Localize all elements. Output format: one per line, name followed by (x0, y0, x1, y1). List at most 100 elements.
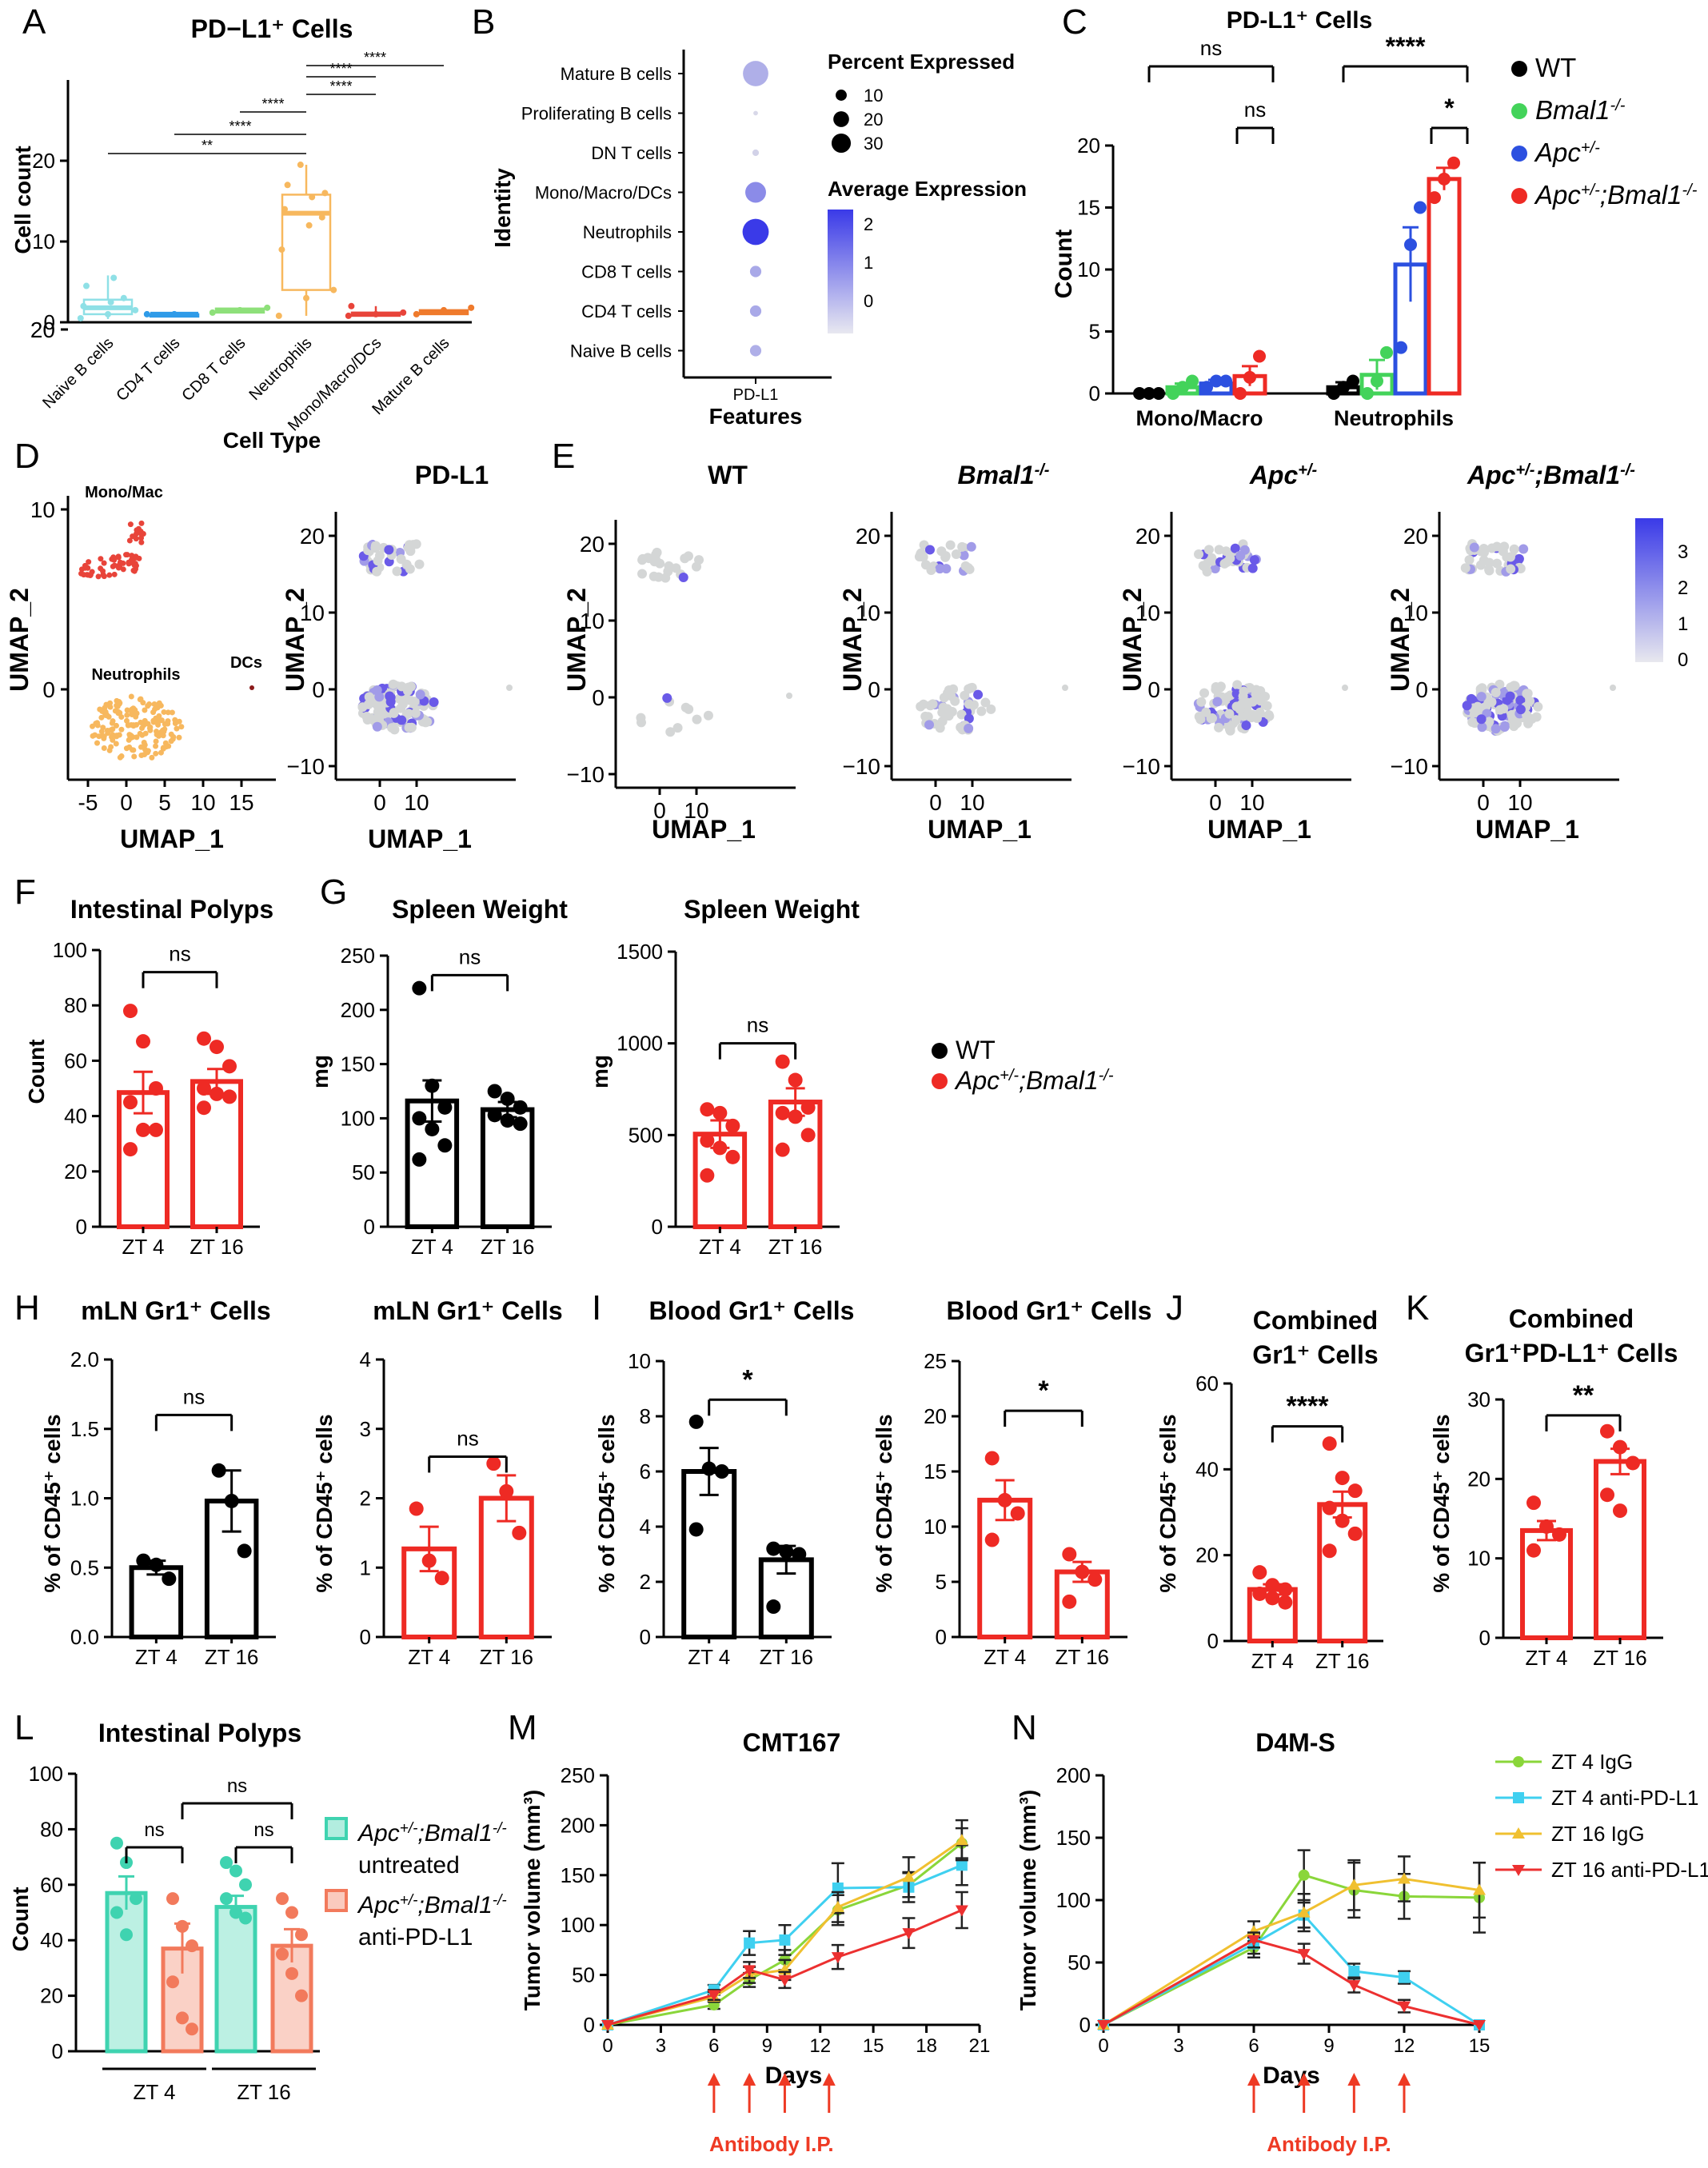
chart-C-legend-marker (1511, 188, 1527, 204)
chart-E1-y-tick-label: 20 (580, 532, 605, 557)
chart-E4-cell-point (1499, 722, 1510, 733)
chart-G2-y-tick-label: 1500 (617, 940, 663, 964)
chart-E2-cell-point (937, 716, 948, 726)
chart-H1-y-tick-label: 0.5 (70, 1555, 99, 1579)
chart-D1-x-tick-label: 0 (120, 790, 133, 815)
chart-B-row-label: Neutrophils (583, 222, 672, 242)
chart-C-x-tick-label: Neutrophils (1334, 406, 1454, 430)
chart-E1-cell-point (680, 553, 690, 564)
chart-M-arrow-head (822, 2073, 836, 2086)
legend-FG-label: Apc+/-;Bmal1-/- (954, 1066, 1114, 1095)
chart-N-arrow-head (1347, 2073, 1361, 2086)
chart-D1-neutrophil-point (130, 747, 137, 753)
chart-D1-neutrophil-point (130, 705, 137, 712)
chart-N-x-tick-label: 12 (1394, 2035, 1415, 2057)
chart-G1-x-tick-label: ZT 16 (481, 1235, 534, 1259)
chart-E4-x-tick-label: 0 (1477, 790, 1490, 815)
chart-L-point (220, 1892, 233, 1906)
chart-M-x-tick-label: 6 (708, 2035, 719, 2057)
chart-G2-point (700, 1168, 715, 1183)
chart-A-point (303, 294, 309, 301)
chart-D1-neutrophil-point (149, 754, 155, 761)
chart-D1-neutrophil-point (145, 721, 151, 727)
legend-FG-label-part: ;Bmal1 (1019, 1066, 1099, 1095)
chart-B-row-label: Naive B cells (570, 341, 672, 361)
chart-G2-point (775, 1142, 790, 1157)
chart-E1-cell-point (672, 723, 683, 733)
chart-M-x-tick-label: 21 (969, 2035, 991, 2057)
chart-L-legend-sublabel: anti-PD-L1 (358, 1924, 473, 1950)
legend-FG-marker (932, 1073, 948, 1089)
chart-M-y-tick-label: 150 (561, 1863, 595, 1887)
chart-L-point (186, 2022, 198, 2036)
chart-G2-point (775, 1054, 790, 1069)
chart-G1-point (487, 1108, 502, 1123)
chart-I1-point (701, 1461, 716, 1476)
chart-M-y-tick-label: 250 (561, 1763, 595, 1787)
chart-G2-point (788, 1072, 803, 1088)
chart-A-point (468, 304, 475, 311)
chart-E2-title-part: Bmal1 (958, 461, 1035, 489)
chart-A-point (132, 306, 139, 313)
chart-N-series-line (1103, 1874, 1480, 2026)
chart-D2-x-tick-label: 0 (373, 790, 386, 815)
chart-E3-cell-point (1247, 563, 1258, 573)
chart-D2-cell-point (414, 559, 425, 569)
chart-D1-neutrophil-point (124, 707, 130, 713)
chart-B-size-legend-label: 10 (864, 86, 883, 106)
chart-M-marker (779, 1934, 791, 1946)
chart-E3-cell-point (1239, 686, 1249, 697)
chart-F-y-tick-label: 40 (64, 1104, 87, 1128)
chart-D1-neutrophil-point (141, 740, 147, 746)
chart-E3-cell-point (1212, 697, 1223, 707)
chart-E4-y-label: UMAP_2 (1386, 588, 1415, 692)
chart-E4-cell-point (1464, 555, 1475, 565)
chart-M-marker (832, 1883, 844, 1895)
chart-L-sig-label: ns (227, 1775, 247, 1797)
chart-D1-neutrophil-point (178, 724, 185, 730)
chart-C-legend-label: WT (1535, 53, 1576, 82)
chart-A-y-tick-label: 10 (32, 230, 55, 254)
chart-A-point (281, 206, 288, 213)
chart-E2-cell-point (924, 720, 935, 730)
chart-E2-y-tick-label: −10 (843, 754, 881, 779)
chart-H2-y-label: % of CD45⁺ cells (312, 1414, 337, 1592)
chart-E3-cell-point (1210, 564, 1220, 574)
chart-E1-y-tick-label: 0 (592, 685, 605, 710)
chart-M-marker (955, 1905, 968, 1917)
chart-E4-cell-point (1509, 681, 1519, 691)
chart-E4-cell-point (1498, 704, 1509, 714)
chart-D1-neutrophil-point (153, 743, 159, 749)
chart-K-point (1600, 1487, 1614, 1503)
chart-E3-cell-point (1194, 549, 1204, 559)
legend-FG-label-part: +/- (1000, 1067, 1019, 1084)
chart-D1-neutrophil-point (118, 726, 125, 733)
chart-A-point (345, 312, 352, 319)
chart-E1-cell-point (703, 710, 713, 721)
chart-M-marker (601, 2020, 614, 2031)
chart-L-point (285, 1966, 298, 1980)
chart-I1-point (688, 1522, 704, 1537)
chart-L-legend-label-part: Apc (357, 1892, 400, 1918)
chart-G1-y-tick-label: 200 (341, 998, 375, 1022)
chart-D1-neutrophil-point (146, 701, 153, 708)
chart-B-dot (742, 218, 769, 246)
chart-G1-point (425, 1078, 440, 1093)
chart-B-row-label: Mono/Macro/DCs (535, 183, 672, 203)
chart-D1-y-label: UMAP_2 (5, 588, 34, 692)
chart-E3-cell-point (1252, 713, 1263, 723)
chart-H2-point (486, 1456, 501, 1471)
chart-E4-cell-point (1509, 721, 1519, 732)
chart-E3-cell-point (1214, 545, 1224, 555)
chart-D1-cluster-label: Neutrophils (91, 666, 180, 684)
chart-B-y-label: Identity (490, 168, 515, 248)
chart-G1-y-tick-label: 50 (352, 1160, 375, 1184)
chart-A-point (330, 286, 337, 293)
chart-F-point (149, 1081, 163, 1096)
chart-E2-cell-point (957, 541, 968, 552)
chart-C-sig-label: * (1444, 94, 1455, 122)
chart-D1-neutrophil-point (172, 717, 178, 723)
chart-E4-cell-point (1469, 709, 1479, 720)
chart-D2-cell-point (397, 699, 408, 709)
chart-B-size-legend-label: 20 (864, 110, 883, 130)
